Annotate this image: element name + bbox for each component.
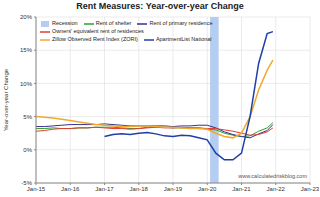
html-text:www.calculatedriskblog.com: www.calculatedriskblog.com [238, 173, 307, 179]
html-text:Rent Measures: Year-over-year: Rent Measures: Year-over-year Change [76, 1, 244, 11]
svg-text:15%: 15% [20, 47, 33, 53]
svg-text:5%: 5% [23, 114, 32, 120]
html-text:Recession: Recession [52, 20, 78, 26]
html-text:Zillow Observed Rent Index (ZO: Zillow Observed Rent Index (ZORI) [52, 36, 138, 42]
svg-text:20%: 20% [20, 14, 33, 20]
html-text:ApartmentList National: ApartmentList National [155, 36, 212, 42]
svg-text:10%: 10% [20, 81, 33, 87]
html-text:Rent of primary residence: Rent of primary residence [149, 20, 213, 26]
html-text:Rent of shelter: Rent of shelter [95, 20, 132, 26]
svg-text:Jan-22: Jan-22 [267, 186, 286, 192]
svg-text:0%: 0% [23, 147, 32, 153]
svg-text:Jan-15: Jan-15 [27, 186, 46, 192]
svg-text:Jan-16: Jan-16 [61, 186, 80, 192]
svg-text:Jan-17: Jan-17 [95, 186, 114, 192]
svg-text:Jan-18: Jan-18 [130, 186, 149, 192]
svg-text:Jan-19: Jan-19 [164, 186, 183, 192]
svg-text:Jan-21: Jan-21 [232, 186, 251, 192]
svg-text:Jan-23: Jan-23 [301, 186, 320, 192]
svg-text:Year-over-year Change: Year-over-year Change [3, 68, 9, 131]
svg-text:-5%: -5% [21, 180, 32, 186]
html-text:Owners' equivalent rent of res: Owners' equivalent rent of residences [52, 28, 144, 34]
svg-text:Jan-20: Jan-20 [198, 186, 217, 192]
